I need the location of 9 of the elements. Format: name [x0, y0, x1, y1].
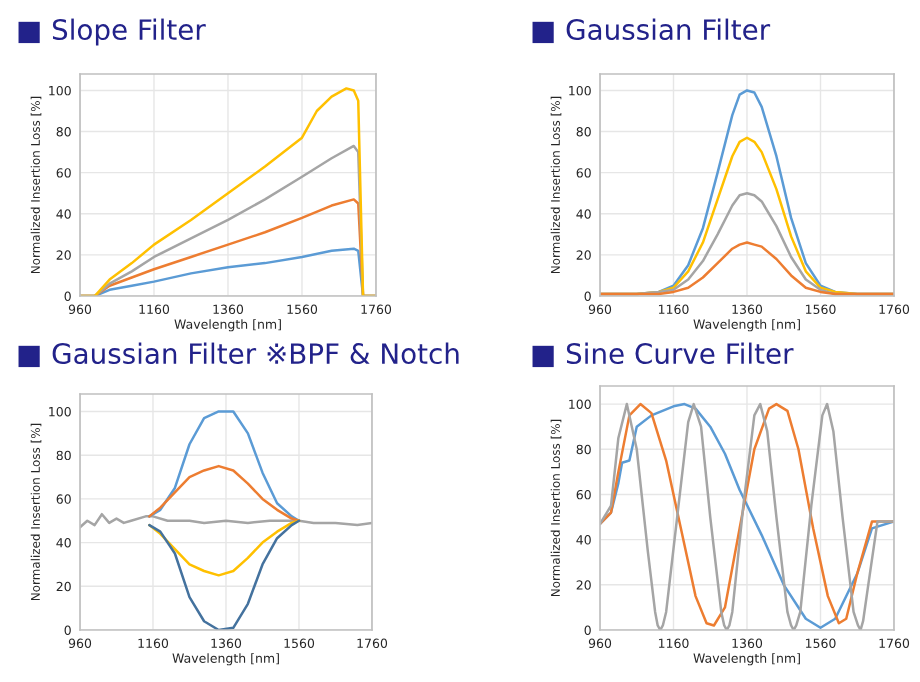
chart-title: ■ Slope Filter: [18, 18, 206, 46]
line-series: [148, 519, 301, 630]
chart-title: ■ Gaussian Filter ※BPF & Notch: [18, 342, 459, 368]
line-series: [148, 410, 301, 522]
line-series: [148, 464, 301, 522]
chart-title: ■ Sine Curve Filter: [532, 342, 794, 368]
line-series: [80, 512, 372, 529]
line-series: [148, 519, 301, 577]
chart-title: ■ Gaussian Filter: [532, 18, 771, 44]
